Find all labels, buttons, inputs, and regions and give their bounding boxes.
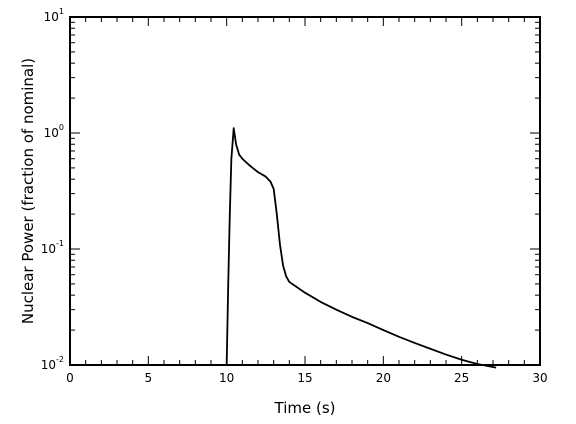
- series-line: [225, 127, 497, 369]
- y-tick-label: 10-2: [41, 355, 64, 372]
- x-tick-label: 5: [145, 371, 153, 385]
- y-axis-tick-labels: 10-2 10-1 100 101: [41, 7, 64, 372]
- x-tick-label: 30: [532, 371, 547, 385]
- x-tick-label: 20: [376, 371, 391, 385]
- y-tick-label: 100: [44, 123, 64, 140]
- plot-frame: [69, 16, 541, 366]
- y-axis-title: Nuclear Power (fraction of nominal): [19, 58, 37, 324]
- x-axis-title: Time (s): [274, 399, 336, 417]
- x-axis-ticks: [69, 17, 541, 365]
- x-tick-label: 10: [219, 371, 234, 385]
- x-tick-label: 25: [454, 371, 469, 385]
- y-axis-ticks: [70, 16, 540, 366]
- x-tick-label: 0: [66, 371, 74, 385]
- y-tick-label: 10-1: [41, 239, 64, 256]
- x-axis-tick-labels: 0 5 10 15 20 25 30: [66, 371, 547, 385]
- x-tick-label: 15: [297, 371, 312, 385]
- y-tick-label: 101: [44, 7, 64, 24]
